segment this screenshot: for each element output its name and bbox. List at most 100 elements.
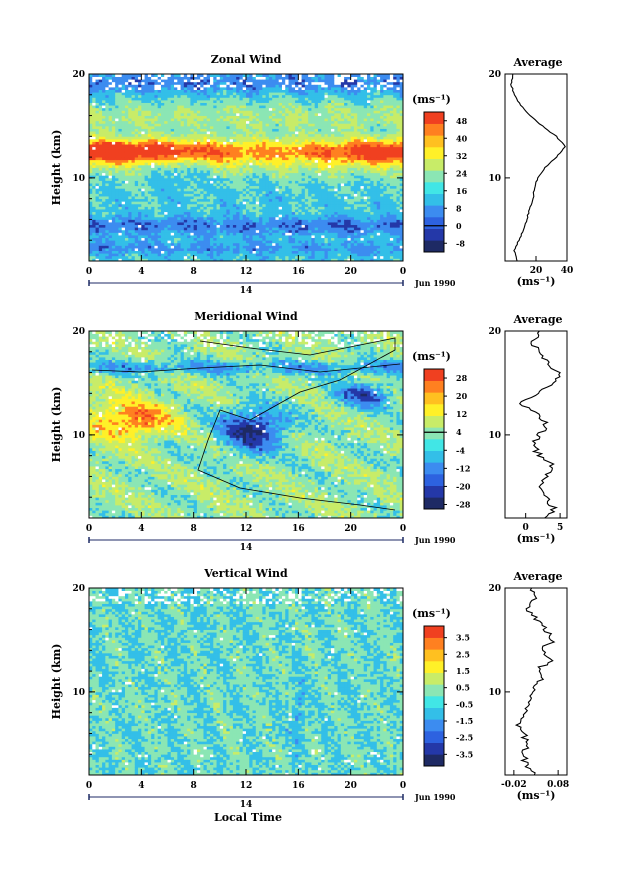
heatmap-cell <box>292 248 296 251</box>
heatmap-cell <box>92 157 96 160</box>
heatmap-cell <box>171 144 175 147</box>
heatmap-cell <box>262 162 266 165</box>
heatmap-cell <box>105 256 109 259</box>
heatmap-cell <box>230 251 234 254</box>
heatmap-cell <box>253 84 257 87</box>
heatmap-cell <box>138 235 142 238</box>
heatmap-cell <box>200 157 204 160</box>
heatmap-cell <box>109 217 113 220</box>
heatmap-cell <box>197 139 201 142</box>
heatmap-cell <box>292 253 296 256</box>
heatmap-cell <box>164 103 168 106</box>
heatmap-cell <box>151 121 155 124</box>
heatmap-cell <box>115 97 119 100</box>
heatmap-cell <box>177 178 181 181</box>
heatmap-cell <box>272 193 276 196</box>
heatmap-cell <box>266 152 270 155</box>
heatmap-cell <box>246 149 250 152</box>
heatmap-cell <box>161 123 165 126</box>
heatmap-cell <box>197 84 201 87</box>
heatmap-cell <box>259 79 263 82</box>
heatmap-cell <box>105 152 109 155</box>
heatmap-cell <box>308 212 312 215</box>
heatmap-cell <box>220 209 224 212</box>
heatmap-cell <box>269 204 273 207</box>
heatmap-cell <box>298 100 302 103</box>
heatmap-cell <box>308 84 312 87</box>
heatmap-cell <box>112 147 116 150</box>
heatmap-cell <box>138 186 142 189</box>
heatmap-cell <box>223 147 227 150</box>
heatmap-cell <box>200 121 204 124</box>
heatmap-cell <box>187 157 191 160</box>
heatmap-cell <box>285 155 289 158</box>
heatmap-cell <box>194 126 198 129</box>
heatmap-cell <box>298 149 302 152</box>
heatmap-cell <box>168 87 172 90</box>
heatmap-cell <box>210 152 214 155</box>
heatmap-cell <box>141 149 145 152</box>
heatmap-cell <box>141 136 145 139</box>
heatmap-cell <box>262 147 266 150</box>
heatmap-cell <box>249 248 253 251</box>
heatmap-cell <box>122 116 126 119</box>
heatmap-cell <box>269 253 273 256</box>
heatmap-cell <box>272 199 276 202</box>
heatmap-cell <box>125 126 129 129</box>
heatmap-cell <box>177 123 181 126</box>
heatmap-cell <box>197 103 201 106</box>
heatmap-cell <box>226 175 230 178</box>
heatmap-cell <box>285 180 289 183</box>
heatmap-cell <box>269 136 273 139</box>
heatmap-cell <box>246 225 250 228</box>
heatmap-cell <box>181 193 185 196</box>
heatmap-cell <box>308 105 312 108</box>
heatmap-cell <box>302 97 306 100</box>
heatmap-cell <box>132 113 136 116</box>
heatmap-cell <box>148 131 152 134</box>
heatmap-cell <box>249 196 253 199</box>
heatmap-cell <box>203 251 207 254</box>
heatmap-cell <box>145 217 149 220</box>
heatmap-cell <box>118 219 122 222</box>
heatmap-cell <box>289 240 293 243</box>
heatmap-cell <box>223 175 227 178</box>
heatmap-cell <box>220 87 224 90</box>
heatmap-cell <box>138 188 142 191</box>
heatmap-cell <box>112 165 116 168</box>
heatmap-cell <box>282 90 286 93</box>
heatmap-cell <box>292 116 296 119</box>
heatmap-cell <box>253 142 257 145</box>
heatmap-cell <box>118 139 122 142</box>
heatmap-cell <box>148 238 152 241</box>
heatmap-cell <box>311 87 315 90</box>
heatmap-cell <box>105 170 109 173</box>
heatmap-cell <box>177 209 181 212</box>
heatmap-cell <box>285 84 289 87</box>
heatmap-cell <box>118 178 122 181</box>
heatmap-cell <box>295 245 299 248</box>
heatmap-cell <box>210 121 214 124</box>
heatmap-cell <box>197 82 201 85</box>
heatmap-cell <box>311 238 315 241</box>
heatmap-cell <box>190 232 194 235</box>
heatmap-cell <box>223 79 227 82</box>
heatmap-cell <box>177 240 181 243</box>
heatmap-cell <box>96 193 100 196</box>
heatmap-cell <box>184 136 188 139</box>
heatmap-cell <box>158 108 162 111</box>
heatmap-cell <box>102 157 106 160</box>
heatmap-cell <box>138 214 142 217</box>
heatmap-cell <box>262 245 266 248</box>
heatmap-cell <box>197 157 201 160</box>
heatmap-cell <box>109 123 113 126</box>
heatmap-cell <box>187 209 191 212</box>
heatmap-cell <box>298 131 302 134</box>
heatmap-cell <box>171 90 175 93</box>
heatmap-cell <box>102 149 106 152</box>
heatmap-cell <box>109 204 113 207</box>
heatmap-cell <box>164 82 168 85</box>
heatmap-cell <box>118 103 122 106</box>
heatmap-cell <box>292 193 296 196</box>
heatmap-cell <box>197 134 201 137</box>
